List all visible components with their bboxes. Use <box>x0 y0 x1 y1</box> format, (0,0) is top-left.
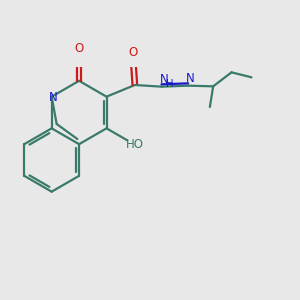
Text: HO: HO <box>125 138 143 151</box>
Text: N: N <box>49 91 58 104</box>
Text: H: H <box>166 79 174 89</box>
Text: O: O <box>74 42 84 55</box>
Text: O: O <box>129 46 138 59</box>
Text: N: N <box>186 72 195 85</box>
Text: N: N <box>160 74 168 86</box>
